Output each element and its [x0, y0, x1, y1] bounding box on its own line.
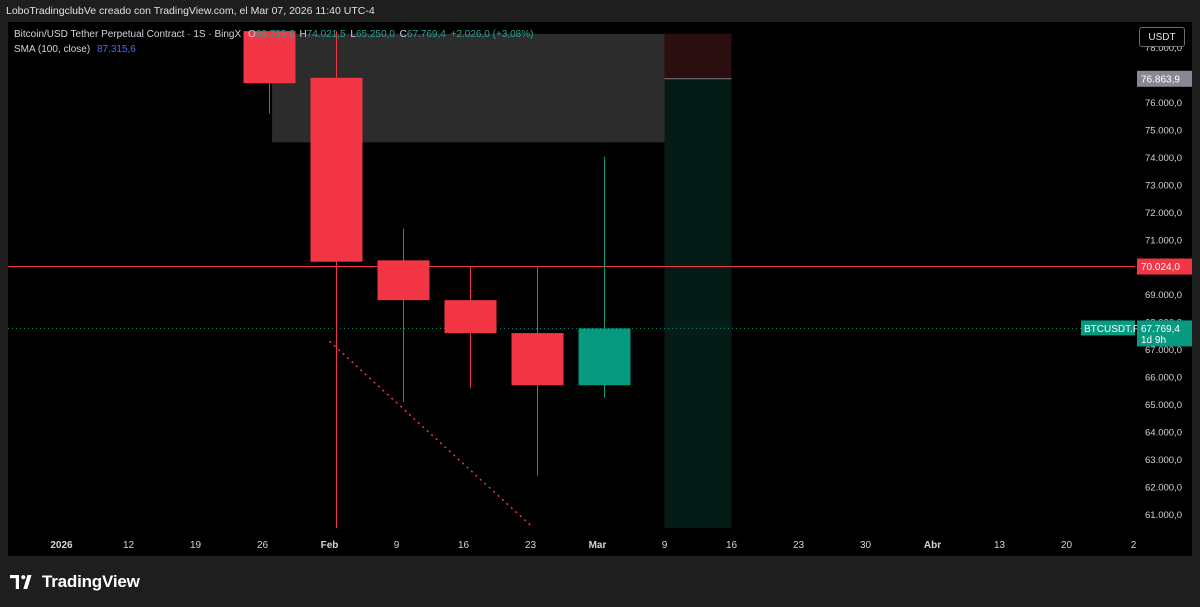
- y-axis-tick-label: 74.000,0: [1145, 153, 1182, 164]
- x-axis-tick-label: 16: [458, 540, 470, 551]
- chart-header-bar: LoboTradingclubVe creado con TradingView…: [0, 0, 1200, 22]
- x-axis-tick-label: 9: [662, 540, 668, 551]
- x-axis-tick-label: Abr: [924, 540, 941, 551]
- y-axis-tick-label: 62.000,0: [1145, 482, 1182, 493]
- y-axis-tick-label: 73.000,0: [1145, 180, 1182, 191]
- y-axis-tick-label: 64.000,0: [1145, 427, 1182, 438]
- x-axis-tick-label: 16: [726, 540, 738, 551]
- header-attribution: LoboTradingclubVe creado con TradingView…: [6, 5, 375, 17]
- tradingview-logo-icon: [10, 575, 32, 589]
- candle-body[interactable]: [578, 328, 631, 386]
- x-axis-tick-label: Mar: [589, 540, 607, 551]
- currency-button[interactable]: USDT: [1139, 27, 1185, 47]
- symbol-name-badge: [1081, 320, 1135, 336]
- y-axis-tick-label: 78.000,0: [1145, 43, 1182, 54]
- candle-body[interactable]: [243, 31, 296, 84]
- x-axis-tick-label: 30: [860, 540, 872, 551]
- x-axis-tick-label: 13: [994, 540, 1006, 551]
- y-axis-tick-label: 69.000,0: [1145, 290, 1182, 301]
- tradingview-logo[interactable]: TradingView: [10, 572, 140, 592]
- gray-price-badge: [1137, 70, 1192, 87]
- legend-c-label: C: [399, 29, 407, 40]
- legend-sma-row: SMA (100, close) 87.315,6: [14, 42, 533, 57]
- legend-ohlc-row: Bitcoin/USD Tether Perpetual Contract · …: [14, 27, 533, 42]
- level-price-badge: [1137, 258, 1192, 275]
- legend-l-label: L: [350, 29, 356, 40]
- legend-low-value: 65.250,0: [355, 29, 395, 40]
- y-axis-tick-label: 67.000,0: [1145, 345, 1182, 356]
- legend-sma-label[interactable]: SMA (100, close): [14, 44, 91, 55]
- legend-close-value: 67.769,4: [406, 29, 446, 40]
- x-axis-tick-label: 9: [394, 540, 400, 551]
- legend-high-value: 74.021,5: [306, 29, 346, 40]
- chart-legend: Bitcoin/USD Tether Perpetual Contract · …: [14, 27, 533, 57]
- legend-symbol[interactable]: Bitcoin/USD Tether Perpetual Contract · …: [14, 29, 242, 40]
- y-axis-tick-label: 63.000,0: [1145, 455, 1182, 466]
- tradingview-brand: TradingView: [42, 572, 140, 591]
- legend-sma-value: 87.315,6: [96, 44, 136, 55]
- y-axis-tick-label: 76.000,0: [1145, 98, 1182, 109]
- candle-body[interactable]: [444, 300, 497, 334]
- legend-open-value: 69.795,6: [255, 29, 295, 40]
- x-axis-tick-label: 20: [1061, 540, 1073, 551]
- footer-bar: TradingView: [0, 556, 1200, 607]
- symbol-name-text: BTCUSDT.P: [1084, 324, 1140, 335]
- current-price-badge: [1137, 320, 1192, 347]
- position-target-zone[interactable]: [664, 78, 732, 528]
- x-axis-tick-label: 26: [257, 540, 269, 551]
- current-price-text: 67.769,4: [1141, 324, 1180, 335]
- chart-panel[interactable]: 61.000,0 62.000,0 63.000,0 64.000,0 65.000,0…: [8, 22, 1192, 556]
- y-axis-tick-label: 72.000,0: [1145, 208, 1182, 219]
- x-axis-tick-label: 23: [793, 540, 805, 551]
- legend-h-label: H: [299, 29, 307, 40]
- position-stop-zone[interactable]: [664, 33, 732, 79]
- y-axis-tick-label: 65.000,0: [1145, 400, 1182, 411]
- x-axis-tick-label: 19: [190, 540, 202, 551]
- y-axis-tick-label: 61.000,0: [1145, 510, 1182, 521]
- x-axis-tick-label: 23: [525, 540, 537, 551]
- level-price-text: 70.024,0: [1141, 262, 1180, 273]
- candle-body[interactable]: [310, 77, 363, 262]
- x-axis-tick-label: 2: [1131, 540, 1137, 551]
- x-axis-tick-label: 2026: [50, 540, 73, 551]
- candle-body[interactable]: [377, 260, 430, 301]
- y-axis-tick-label: 71.000,0: [1145, 235, 1182, 246]
- candle-body[interactable]: [511, 333, 564, 386]
- legend-o-label: O: [247, 29, 256, 40]
- y-axis-tick-label: 66.000,0: [1145, 373, 1182, 384]
- price-chart[interactable]: 61.000,0 62.000,0 63.000,0 64.000,0 65.000,0…: [8, 22, 1192, 556]
- countdown-text: 1d 9h: [1141, 335, 1166, 346]
- legend-change-value: +2.026,0 (+3,08%): [450, 29, 534, 40]
- x-axis-tick-label: Feb: [321, 540, 339, 551]
- x-axis-tick-label: 12: [123, 540, 135, 551]
- y-axis-tick-label: 75.000,0: [1145, 125, 1182, 136]
- gray-price-text: 76.863,9: [1141, 74, 1180, 85]
